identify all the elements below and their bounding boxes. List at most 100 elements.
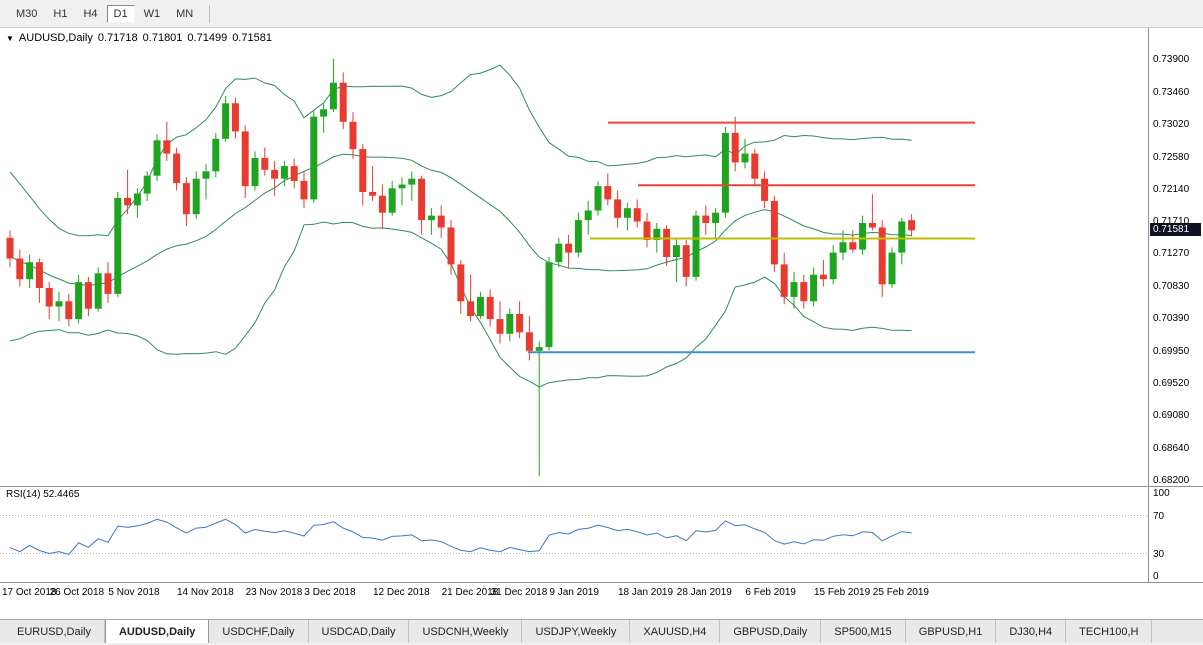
panel-divider[interactable] — [0, 486, 1203, 487]
candle-body — [712, 212, 720, 223]
candle-body — [153, 140, 161, 176]
price-axis-label: 0.73900 — [1153, 54, 1190, 65]
candle-body — [819, 274, 827, 280]
price-axis-label: 0.72580 — [1153, 151, 1190, 163]
candle-body — [682, 245, 690, 277]
date-axis-label: 9 Jan 2019 — [549, 587, 599, 598]
candle-body — [427, 215, 435, 221]
chart-tab-usdcnh-weekly[interactable]: USDCNH,Weekly — [409, 620, 523, 643]
candle-body — [173, 153, 181, 184]
rsi-bottom-divider — [0, 582, 1203, 583]
candle-body — [378, 195, 386, 213]
candle-body — [476, 296, 484, 317]
candle-body — [565, 243, 573, 253]
chart-tab-usdjpy-weekly[interactable]: USDJPY,Weekly — [522, 620, 631, 643]
timeframe-button-d1[interactable]: D1 — [106, 4, 135, 23]
candle-body — [859, 223, 867, 250]
candle-body — [16, 258, 24, 280]
candle-body — [182, 183, 190, 215]
timeframe-button-w1[interactable]: W1 — [143, 7, 161, 20]
candle-body — [418, 178, 426, 221]
chart-low-value: 0.71499 — [187, 32, 228, 44]
timeframe-button-m30[interactable]: M30 — [16, 7, 38, 20]
bottom-gap — [0, 613, 1203, 619]
candle-body — [261, 158, 269, 170]
price-axis-label: 0.71710 — [1153, 215, 1190, 227]
date-axis-label: 18 Jan 2019 — [618, 587, 674, 598]
rsi-line — [9, 518, 912, 555]
candle-body — [525, 332, 533, 351]
candle-body — [280, 166, 288, 179]
chart-tab-tech100-h[interactable]: TECH100,H — [1066, 620, 1153, 643]
candle-body — [731, 132, 739, 163]
candle-body — [133, 193, 141, 206]
chart-tab-usdcad-daily[interactable]: USDCAD,Daily — [308, 620, 410, 643]
timeframe-button-mn[interactable]: MN — [176, 7, 194, 20]
candle-body — [555, 243, 563, 263]
timeframe-button-h1[interactable]: H1 — [53, 7, 68, 20]
toolbar-separator — [209, 4, 211, 23]
candle-body — [222, 103, 230, 139]
candle-body — [339, 82, 347, 122]
candle-body — [320, 109, 328, 117]
candle-body — [349, 121, 357, 150]
chart-title: ▼ AUDUSD,Daily 0.71718 0.71801 0.71499 0.7158… — [6, 32, 277, 44]
candle-body — [790, 282, 798, 297]
candle-body — [653, 228, 661, 240]
price-chart-plot[interactable]: ▼ AUDUSD,Daily 0.71718 0.71801 0.71499 0.7158… — [0, 28, 1203, 486]
candle-body — [888, 252, 896, 285]
chart-tab-audusd-daily[interactable]: AUDUSD,Daily — [104, 620, 210, 643]
date-axis[interactable]: 17 Oct 2018 26 Oct 2018 5 Nov 2018 14 Nov 2… — [0, 583, 1203, 613]
candle-body — [672, 245, 680, 257]
chart-tab-gbpusd-h1[interactable]: GBPUSD,H1 — [905, 620, 997, 643]
candlestick-chart[interactable] — [0, 28, 1148, 486]
candle-body — [388, 188, 396, 213]
candle-body — [163, 140, 171, 154]
candle-body — [663, 228, 671, 257]
candle-body — [457, 264, 465, 302]
candle-body — [604, 186, 612, 200]
chart-tab-xauusd-h4[interactable]: XAUUSD,H4 — [630, 620, 721, 643]
candle-body — [55, 301, 63, 307]
chart-tab-gbpusd-daily[interactable]: GBPUSD,Daily — [720, 620, 822, 643]
candle-body — [467, 301, 475, 317]
price-axis-label: 0.71270 — [1153, 248, 1190, 260]
candle-body — [878, 227, 886, 285]
chart-close-value: 0.71581 — [232, 32, 272, 44]
chart-tab-sp500-m15[interactable]: SP500,M15 — [821, 620, 906, 643]
candle-body — [6, 237, 14, 259]
date-axis-label: 17 Oct 2018 — [2, 587, 57, 598]
candle-body — [741, 153, 749, 163]
candle-body — [751, 153, 759, 179]
rsi-axis[interactable]: 100 70 30 0 — [1148, 487, 1203, 582]
candle-body — [800, 282, 808, 302]
chart-tab-usdchf-daily[interactable]: USDCHF,Daily — [209, 620, 309, 643]
candle-body — [310, 116, 318, 200]
rsi-indicator-panel[interactable]: RSI(14) 52.4465 100 70 30 0 — [0, 487, 1203, 582]
price-axis-label: 0.70830 — [1153, 280, 1190, 292]
price-axis-label: 0.73460 — [1153, 86, 1190, 98]
chart-tab-eurusd-daily[interactable]: EURUSD,Daily — [4, 620, 105, 643]
price-axis-label: 0.70390 — [1153, 313, 1190, 325]
candle-body — [506, 313, 514, 334]
candle-body — [290, 166, 298, 181]
candle-body — [849, 242, 857, 250]
date-axis-label: 12 Dec 2018 — [373, 587, 430, 598]
rsi-plot[interactable] — [0, 487, 1148, 582]
chart-title-dropdown-icon[interactable]: ▼ — [6, 34, 14, 43]
candle-body — [359, 149, 367, 192]
candle-body — [633, 208, 641, 222]
chart-tab-bar: EURUSD,Daily AUDUSD,Daily USDCHF,Daily USDC… — [0, 619, 1203, 643]
candle-body — [26, 262, 34, 280]
candle-body — [780, 264, 788, 297]
date-axis-label: 6 Feb 2019 — [745, 587, 796, 598]
price-axis[interactable]: 0.73900 0.73460 0.73020 0.72580 0.72140 0.717… — [1148, 28, 1203, 486]
timeframe-button-h4[interactable]: H4 — [83, 7, 98, 20]
candle-body — [94, 273, 102, 309]
price-axis-label: 0.72140 — [1153, 184, 1190, 195]
candle-body — [496, 319, 504, 334]
chart-tab-dj30-h4[interactable]: DJ30,H4 — [996, 620, 1067, 643]
candle-body — [75, 282, 83, 320]
rsi-axis-label: 70 — [1153, 510, 1165, 522]
candle-body — [535, 347, 543, 351]
